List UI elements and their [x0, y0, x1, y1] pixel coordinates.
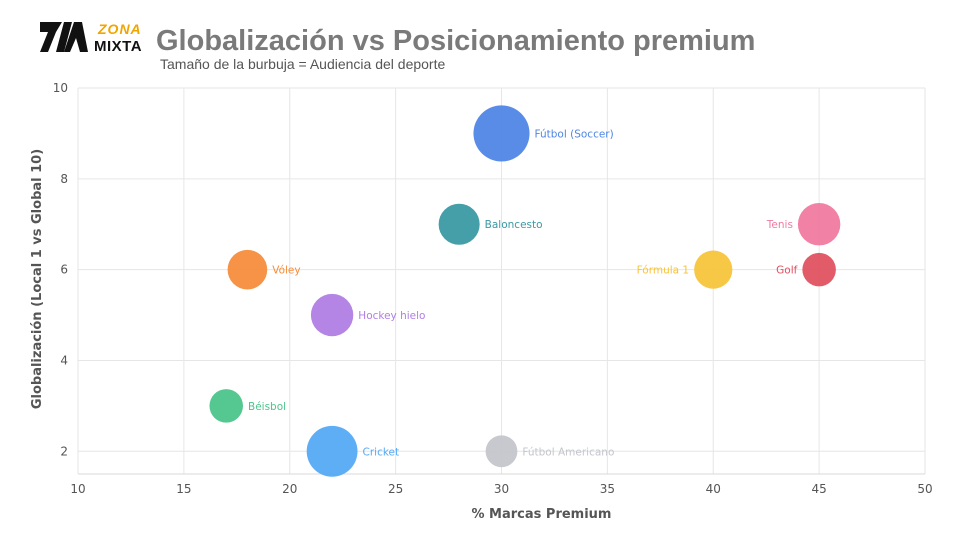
bubble: [306, 425, 358, 477]
x-tick-label: 20: [282, 482, 297, 496]
chart-title: Globalización vs Posicionamiento premium: [156, 25, 756, 57]
x-tick-label: 15: [176, 482, 191, 496]
zona-mixta-logo: ZONA MIXTA: [40, 21, 142, 54]
x-axis-label: % Marcas Premium: [472, 507, 612, 522]
bubble-label: Béisbol: [248, 401, 286, 413]
bubble-label: Cricket: [363, 446, 400, 458]
y-axis-label: Globalización (Local 1 vs Global 10): [30, 149, 45, 409]
bubble: [485, 435, 518, 468]
bubble: [310, 293, 354, 337]
x-tick-label: 40: [706, 482, 721, 496]
x-tick-label: 25: [388, 482, 403, 496]
bubble-label: Vóley: [272, 265, 300, 277]
x-tick-label: 45: [811, 482, 826, 496]
bubble-label: Baloncesto: [485, 219, 543, 231]
chart-subtitle: Tamaño de la burbuja = Audiencia del dep…: [160, 56, 446, 72]
bubble: [797, 203, 841, 246]
x-tick-label: 50: [917, 482, 932, 496]
x-tick-label: 10: [70, 482, 85, 496]
y-tick-label: 8: [60, 172, 68, 186]
x-tick-label: 30: [494, 482, 509, 496]
logo-text-top: ZONA: [97, 21, 142, 37]
bubble: [209, 389, 243, 423]
bubble: [227, 249, 268, 290]
bubble-label: Fútbol Americano: [522, 446, 614, 458]
y-tick-label: 10: [53, 81, 68, 95]
bubbles: Fútbol (Soccer) Baloncesto Tenis Vóley Fórmu…: [209, 105, 841, 477]
bubble: [473, 105, 530, 162]
y-tick-label: 2: [60, 444, 68, 458]
bubble-label: Tenis: [766, 219, 793, 231]
y-tick-label: 6: [60, 263, 68, 277]
bubble: [694, 250, 733, 289]
bubble: [438, 203, 480, 245]
bubble-label: Fórmula 1: [637, 265, 689, 277]
bubble-label: Fútbol (Soccer): [535, 128, 614, 140]
y-tick-label: 4: [60, 353, 68, 367]
bubble: [802, 252, 836, 287]
bubble-label: Golf: [776, 265, 797, 277]
bubble-label: Hockey hielo: [358, 310, 425, 322]
logo-text-bottom: MIXTA: [94, 38, 142, 54]
x-tick-label: 35: [600, 482, 615, 496]
